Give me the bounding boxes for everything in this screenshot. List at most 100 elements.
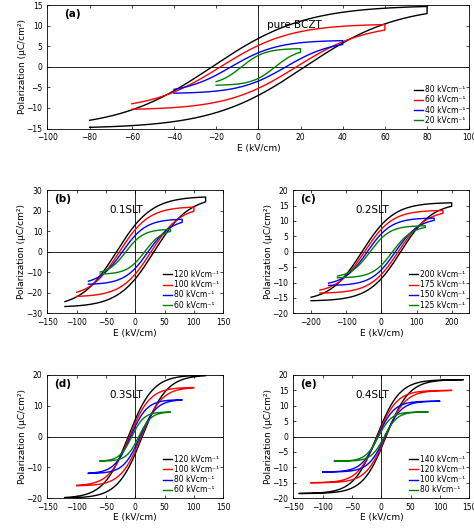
Line: 80 kVcm⁻¹: 80 kVcm⁻¹: [89, 219, 182, 284]
175 kVcm⁻¹: [317, 287, 323, 293]
200 kVcm⁻¹: [422, 201, 428, 207]
175 kVcm⁻¹: [426, 208, 431, 214]
60 kVcm⁻¹: [334, 23, 339, 30]
200 kVcm⁻¹: [432, 200, 438, 207]
60 kVcm⁻¹: [154, 410, 160, 416]
Y-axis label: Polarization (μC/cm²): Polarization (μC/cm²): [264, 204, 273, 299]
120 kVcm⁻¹: [176, 196, 182, 202]
Line: 60 kVcm⁻¹: 60 kVcm⁻¹: [100, 412, 171, 461]
Line: 100 kVcm⁻¹: 100 kVcm⁻¹: [77, 387, 194, 485]
Text: (c): (c): [301, 194, 316, 204]
Y-axis label: Polarization (μC/cm²): Polarization (μC/cm²): [18, 20, 27, 114]
80 kVcm⁻¹: [408, 409, 413, 416]
200 kVcm⁻¹: [308, 297, 314, 304]
Line: 80 kVcm⁻¹: 80 kVcm⁻¹: [89, 400, 182, 473]
150 kVcm⁻¹: [347, 269, 353, 276]
120 kVcm⁻¹: [124, 285, 129, 291]
125 kVcm⁻¹: [412, 223, 418, 229]
80 kVcm⁻¹: [179, 396, 185, 403]
80 kVcm⁻¹: [332, 458, 337, 464]
60 kVcm⁻¹: [112, 455, 118, 462]
80 kVcm⁻¹: [123, 459, 129, 465]
X-axis label: E (kV/cm): E (kV/cm): [360, 514, 403, 523]
80 kVcm⁻¹: [373, 448, 378, 454]
100 kVcm⁻¹: [177, 385, 183, 391]
125 kVcm⁻¹: [422, 223, 428, 229]
60 kVcm⁻¹: [352, 22, 358, 29]
80 kVcm⁻¹: [235, 102, 240, 108]
140 kVcm⁻¹: [330, 488, 336, 494]
120 kVcm⁻¹: [62, 303, 68, 310]
80 kVcm⁻¹: [86, 470, 91, 476]
80 kVcm⁻¹: [179, 216, 185, 223]
Line: 175 kVcm⁻¹: 175 kVcm⁻¹: [320, 210, 443, 293]
80 kVcm⁻¹: [87, 117, 92, 123]
120 kVcm⁻¹: [119, 476, 125, 482]
100 kVcm⁻¹: [191, 204, 197, 210]
Line: 20 kVcm⁻¹: 20 kVcm⁻¹: [216, 49, 301, 85]
Legend: 120 kVcm⁻¹, 100 kVcm⁻¹, 80 kVcm⁻¹, 60 kVcm⁻¹: 120 kVcm⁻¹, 100 kVcm⁻¹, 80 kVcm⁻¹, 60 kV…: [161, 454, 221, 496]
60 kVcm⁻¹: [128, 263, 134, 270]
120 kVcm⁻¹: [308, 480, 314, 486]
80 kVcm⁻¹: [162, 217, 167, 224]
100 kVcm⁻¹: [437, 398, 443, 404]
60 kVcm⁻¹: [129, 106, 135, 112]
140 kVcm⁻¹: [441, 377, 447, 383]
120 kVcm⁻¹: [62, 495, 68, 501]
40 kVcm⁻¹: [239, 83, 245, 90]
120 kVcm⁻¹: [62, 494, 68, 501]
200 kVcm⁻¹: [308, 294, 314, 301]
80 kVcm⁻¹: [123, 273, 129, 279]
100 kVcm⁻¹: [320, 469, 326, 475]
120 kVcm⁻¹: [337, 478, 343, 484]
60 kVcm⁻¹: [126, 450, 131, 457]
175 kVcm⁻¹: [371, 278, 377, 284]
Line: 120 kVcm⁻¹: 120 kVcm⁻¹: [65, 197, 206, 306]
Line: 120 kVcm⁻¹: 120 kVcm⁻¹: [65, 375, 206, 498]
120 kVcm⁻¹: [62, 298, 68, 305]
80 kVcm⁻¹: [360, 7, 365, 13]
100 kVcm⁻¹: [320, 469, 326, 475]
Text: (e): (e): [301, 378, 317, 388]
140 kVcm⁻¹: [363, 474, 368, 481]
20 kVcm⁻¹: [250, 77, 256, 84]
60 kVcm⁻¹: [159, 227, 165, 233]
Text: (a): (a): [64, 9, 81, 19]
60 kVcm⁻¹: [128, 447, 134, 454]
40 kVcm⁻¹: [171, 90, 177, 96]
100 kVcm⁻¹: [98, 477, 103, 483]
200 kVcm⁻¹: [396, 251, 402, 258]
60 kVcm⁻¹: [141, 423, 147, 430]
125 kVcm⁻¹: [390, 249, 395, 255]
200 kVcm⁻¹: [370, 284, 375, 290]
60 kVcm⁻¹: [126, 265, 131, 271]
100 kVcm⁻¹: [74, 293, 80, 299]
120 kVcm⁻¹: [203, 194, 209, 200]
Text: pure BCZT: pure BCZT: [267, 20, 321, 30]
80 kVcm⁻¹: [351, 457, 356, 463]
80 kVcm⁻¹: [298, 66, 303, 73]
20 kVcm⁻¹: [213, 82, 219, 89]
120 kVcm⁻¹: [150, 409, 156, 415]
140 kVcm⁻¹: [429, 377, 435, 384]
150 kVcm⁻¹: [392, 250, 397, 256]
Legend: 120 kVcm⁻¹, 100 kVcm⁻¹, 80 kVcm⁻¹, 60 kVcm⁻¹: 120 kVcm⁻¹, 100 kVcm⁻¹, 80 kVcm⁻¹, 60 kV…: [161, 269, 221, 311]
140 kVcm⁻¹: [297, 490, 302, 497]
150 kVcm⁻¹: [419, 215, 425, 222]
200 kVcm⁻¹: [337, 278, 343, 285]
Line: 80 kVcm⁻¹: 80 kVcm⁻¹: [90, 6, 427, 127]
60 kVcm⁻¹: [287, 68, 293, 74]
100 kVcm⁻¹: [147, 413, 153, 420]
Line: 80 kVcm⁻¹: 80 kVcm⁻¹: [335, 412, 428, 461]
140 kVcm⁻¹: [461, 376, 466, 383]
150 kVcm⁻¹: [326, 280, 331, 286]
100 kVcm⁻¹: [121, 281, 127, 288]
40 kVcm⁻¹: [245, 82, 251, 88]
175 kVcm⁻¹: [317, 290, 323, 296]
120 kVcm⁻¹: [91, 280, 97, 287]
60 kVcm⁻¹: [240, 92, 246, 98]
Legend: 80 kVcm⁻¹, 60 kVcm⁻¹, 40 kVcm⁻¹, 20 kVcm⁻¹: 80 kVcm⁻¹, 60 kVcm⁻¹, 40 kVcm⁻¹, 20 kVcm…: [412, 84, 467, 126]
120 kVcm⁻¹: [91, 488, 97, 494]
20 kVcm⁻¹: [282, 46, 287, 52]
80 kVcm⁻¹: [168, 397, 174, 403]
